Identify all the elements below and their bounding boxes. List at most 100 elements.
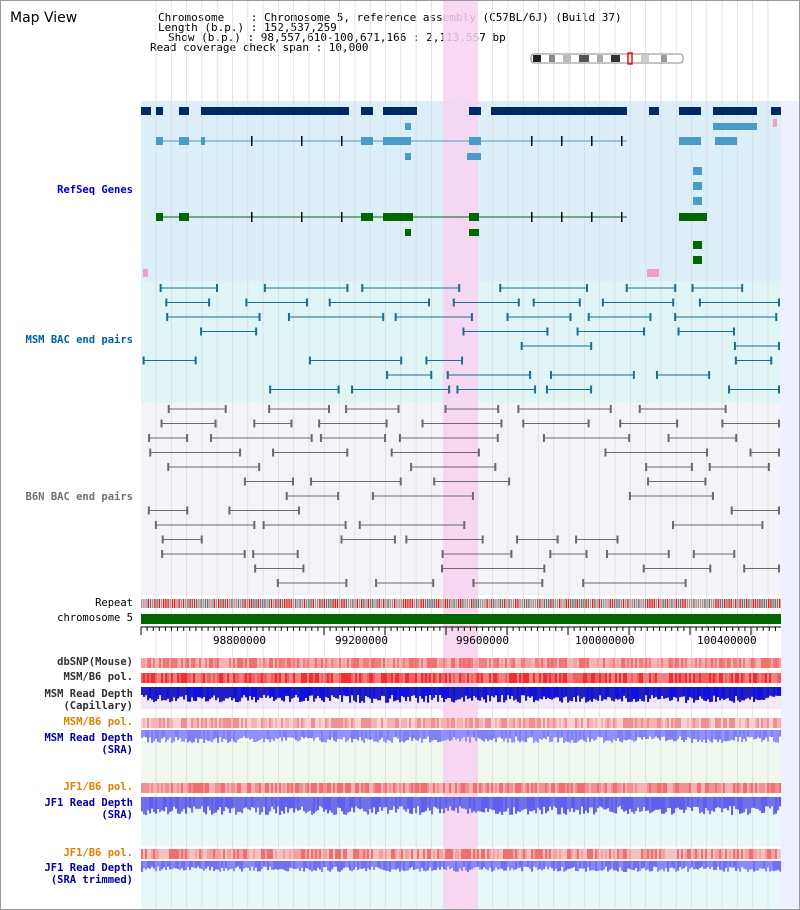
depth-cell [329,861,332,872]
track-label-msm-bac[interactable]: MSM BAC end pairs [25,334,133,346]
depth-cell [391,687,394,696]
heat-cell [641,658,644,668]
depth-cell [179,861,182,871]
heat-cell [301,849,304,859]
depth-cell [191,730,194,743]
depth-cell [143,730,146,737]
depth-cell [323,687,326,702]
repeat-element [273,599,275,608]
depth-cell [605,797,608,810]
bac-end [386,371,389,379]
bac-end [430,371,433,379]
depth-cell [603,861,606,870]
repeat-element [246,599,248,608]
depth-cell [773,687,776,697]
track-label-refseq[interactable]: RefSeq Genes [57,184,133,196]
bac-end [456,385,459,394]
heat-cell [491,718,494,728]
depth-cell [685,861,688,867]
depth-cell [431,730,434,741]
depth-cell [229,797,232,814]
depth-cell [353,797,356,813]
heat-cell [543,718,546,728]
depth-cell [333,687,336,698]
depth-cell [419,730,422,739]
bac-end [543,564,546,573]
heat-cell [343,673,346,683]
repeat-element [594,599,596,608]
heat-cell [759,849,762,859]
bac-end [258,463,261,471]
depth-cell [257,730,260,742]
heat-cell [727,849,730,859]
heat-cell [477,673,480,683]
depth-cell [491,730,494,741]
depth-cell [407,797,410,809]
bac-end [397,405,400,413]
depth-cell [325,797,328,810]
depth-cell [215,730,218,739]
heat-cell [239,718,242,728]
depth-cell [595,797,598,813]
heat-cell [609,673,612,683]
heat-cell [677,849,680,859]
depth-cell [401,730,404,742]
heat-cell [545,849,548,859]
heat-cell [711,658,714,668]
heat-cell [347,783,350,793]
heat-cell [491,849,494,859]
heat-cell [757,849,760,859]
ideogram-band [549,55,555,62]
depth-cell [279,861,282,870]
heat-cell [301,783,304,793]
depth-cell [691,861,694,868]
heat-cell [655,658,658,668]
depth-cell [441,687,444,698]
depth-cell [393,797,396,807]
ideogram-band [563,55,571,62]
heat-cell [431,658,434,668]
heat-cell [399,849,402,859]
depth-cell [299,730,302,741]
bac-end [534,385,537,394]
gene-mark [773,119,777,127]
depth-cell [417,797,420,807]
heat-cell [329,673,332,683]
repeat-element [422,599,424,608]
heat-cell [281,783,284,793]
depth-cell [373,730,376,742]
depth-cell [509,861,512,871]
heat-cell [399,783,402,793]
heat-cell [505,658,508,668]
repeat-element [642,599,644,608]
repeat-element [253,599,255,608]
heat-cell [331,658,334,668]
heat-cell [699,783,702,793]
heat-cell [413,849,416,859]
heat-cell [489,849,492,859]
depth-cell [349,797,352,812]
heat-cell [209,673,212,683]
depth-cell [187,797,190,808]
depth-cell [337,730,340,739]
heat-cell [583,718,586,728]
depth-cell [173,730,176,742]
depth-cell [487,687,490,696]
heat-cell [759,658,762,668]
repeat-element [603,599,605,608]
heat-cell [157,673,160,683]
depth-cell [297,797,300,811]
heat-cell [279,783,282,793]
depth-cell [585,861,588,872]
depth-cell [171,861,174,870]
gene-exon [469,107,481,115]
heat-cell [543,849,546,859]
depth-cell [197,730,200,743]
track-label-b6n-bac[interactable]: B6N BAC end pairs [25,491,133,503]
depth-cell [409,797,412,814]
repeat-element [292,599,295,608]
heat-cell [175,783,178,793]
repeat-element [286,599,288,608]
heat-cell [555,783,558,793]
